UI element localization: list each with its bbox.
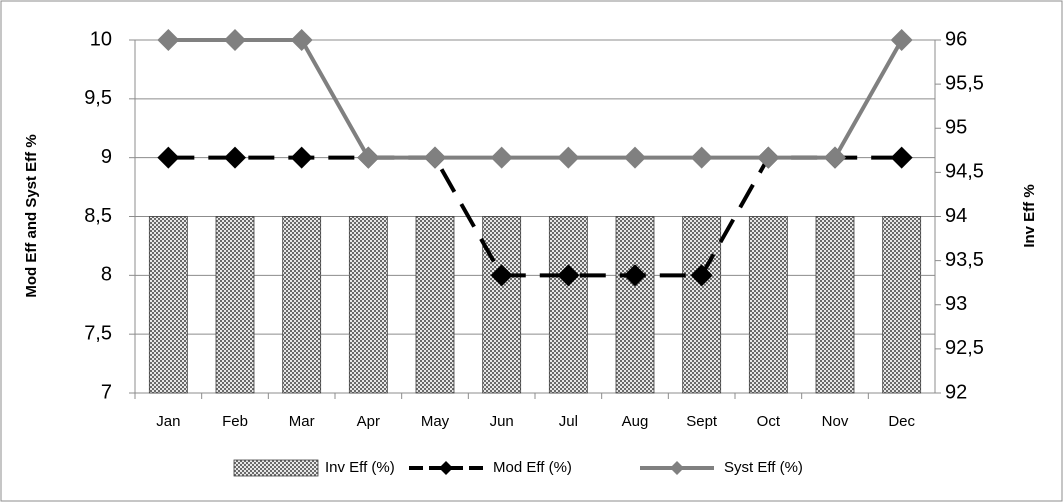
y2-tick-label: 95 (945, 117, 967, 139)
y-tick-label: 7,5 (84, 322, 112, 344)
bar (748, 216, 788, 394)
point (424, 146, 446, 169)
bar (148, 216, 188, 394)
point (557, 264, 580, 287)
bar (548, 216, 588, 394)
x-tick-label: Mar (289, 413, 315, 430)
y-tick-label: 10 (90, 28, 112, 50)
point (690, 264, 713, 287)
bar (882, 216, 922, 394)
y2-tick-label: 92,5 (945, 337, 984, 359)
legend-swatch (233, 459, 319, 477)
point (690, 146, 713, 169)
x-tick-label: Jan (156, 413, 180, 430)
y-axis-label: Mod Eff and Syst Eff % (23, 134, 40, 297)
legend-marker (439, 461, 453, 475)
y-tick-label: 7 (101, 381, 112, 403)
point (290, 29, 313, 51)
y-tick-label: 8 (101, 264, 112, 286)
y2-tick-label: 93,5 (945, 249, 984, 271)
point (624, 264, 646, 287)
point (557, 146, 580, 169)
y-tick-label: 9 (101, 146, 112, 168)
point (490, 264, 513, 287)
legend-marker (670, 461, 684, 475)
y2-tick-label: 95,5 (945, 72, 984, 94)
point (290, 146, 313, 169)
legend-label: Mod Eff (%) (493, 459, 572, 476)
series-line (168, 155, 902, 278)
point (357, 146, 380, 169)
point (157, 29, 180, 51)
x-tick-label: Jul (559, 413, 578, 430)
y2-tick-label: 94 (945, 205, 967, 227)
point (824, 146, 846, 169)
bar (415, 216, 455, 394)
legend-label: Syst Eff (%) (724, 459, 803, 476)
y2-tick-label: 93 (945, 293, 967, 315)
point (624, 146, 646, 169)
bar (682, 216, 722, 394)
y2-tick-label: 92 (945, 381, 967, 403)
x-tick-label: Dec (888, 413, 915, 430)
y-tick-label: 9,5 (84, 87, 112, 109)
legend-label: Inv Eff (%) (325, 459, 395, 476)
bar (615, 216, 655, 394)
y2-tick-label: 94,5 (945, 161, 984, 183)
point (490, 146, 513, 169)
x-tick-label: Jun (490, 413, 514, 430)
x-tick-label: Sept (686, 413, 718, 430)
x-tick-label: Apr (357, 413, 380, 430)
point (157, 146, 180, 169)
x-tick-label: Oct (757, 413, 781, 430)
series-line (168, 38, 904, 160)
x-tick-label: Nov (822, 413, 849, 430)
x-tick-label: Aug (622, 413, 649, 430)
bar (282, 216, 322, 394)
point (757, 146, 780, 169)
y2-axis-label: Inv Eff % (1021, 184, 1038, 247)
bar (215, 216, 255, 394)
bar (815, 216, 855, 394)
bar (348, 216, 388, 394)
x-tick-label: Feb (222, 413, 248, 430)
point (224, 146, 246, 169)
point (890, 29, 913, 51)
bar (482, 216, 522, 394)
point (224, 29, 246, 51)
point (890, 146, 913, 169)
y2-tick-label: 96 (945, 28, 967, 50)
y-tick-label: 8,5 (84, 205, 112, 227)
x-tick-label: May (421, 413, 450, 430)
